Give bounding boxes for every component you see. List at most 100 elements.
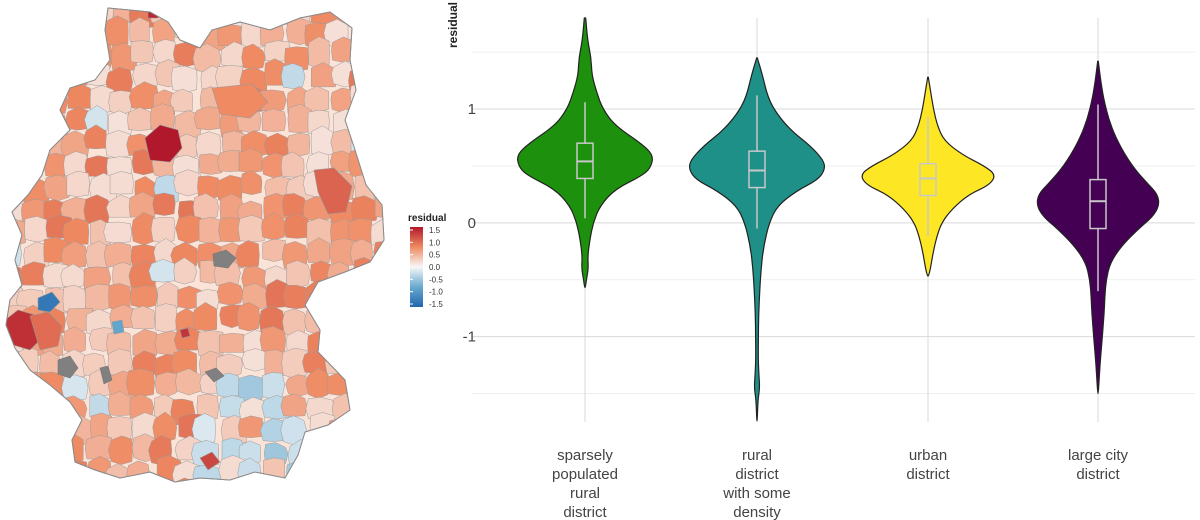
map-district-cell	[173, 8, 199, 28]
violin-box	[1089, 178, 1107, 230]
map-district-cell	[6, 42, 26, 68]
map-district-cell	[6, 62, 28, 90]
violin-2	[688, 57, 826, 422]
x-tick-label-line: district	[735, 466, 779, 483]
x-tick-label: urban district	[906, 447, 950, 483]
map-district-cell	[20, 59, 47, 89]
map-district-cell	[152, 192, 176, 216]
map-district-cell	[353, 348, 377, 376]
map-district-cell	[111, 319, 125, 335]
map-district-cell	[347, 218, 373, 244]
map-district-cell	[240, 170, 263, 195]
map-district-cell	[175, 15, 202, 39]
map-district-cell	[63, 326, 87, 355]
map-district-cell	[24, 216, 50, 243]
map-district-cell	[129, 17, 150, 44]
legend-tick-label: -1.0	[429, 288, 443, 297]
map-district-cell	[373, 88, 384, 110]
map-district-cell	[373, 412, 384, 437]
violins	[517, 17, 1160, 422]
map-legend-ticks: 1.5 1.0 0.5 0.0 -0.5 -1.0 -1.5	[410, 226, 443, 309]
map-district-cell	[6, 177, 23, 205]
map-district-cell	[62, 16, 92, 47]
map-district-cell	[238, 147, 263, 174]
map-district-cell	[192, 193, 219, 221]
legend-tick-label: 1.5	[429, 226, 441, 235]
map-district-cell	[65, 8, 90, 25]
map-district-cell	[6, 416, 22, 445]
map-district-cell	[197, 483, 222, 506]
legend-tick-label: 1.0	[429, 238, 441, 247]
map-district-cell	[374, 258, 384, 288]
map-district-cell	[197, 8, 223, 28]
map-district-cell	[351, 104, 378, 133]
map-district-cell	[306, 237, 331, 264]
map-district-cell	[393, 461, 420, 486]
map-district-cell	[349, 325, 378, 350]
x-tick-label-line: rural	[742, 447, 772, 464]
x-tick-label-line: density	[733, 504, 781, 520]
map-district-cell	[109, 171, 134, 195]
map-district-cell	[6, 370, 24, 399]
map-district-cell	[154, 303, 178, 333]
x-tick-label: sparsely populated rural district	[552, 447, 618, 520]
map-district-cell	[374, 105, 384, 134]
map-district-cell	[330, 437, 356, 461]
map-district-cell	[370, 219, 384, 246]
map-district-cell	[6, 240, 22, 267]
map-district-cell	[43, 174, 71, 202]
violin-body	[861, 76, 995, 277]
map-district-cell	[324, 350, 351, 375]
map-district-cell	[370, 43, 384, 68]
map-district-cell	[157, 281, 179, 310]
legend-tick-label: 0.5	[429, 251, 441, 260]
map-district-cell	[260, 418, 284, 442]
map-district-cell	[236, 8, 262, 25]
x-tick-label-line: with some	[722, 485, 791, 502]
map-district-cell	[84, 434, 113, 460]
map-district-cell	[6, 103, 27, 134]
map-district-cell	[103, 242, 133, 268]
map-district-cell	[216, 353, 243, 378]
map-district-cell	[374, 391, 384, 418]
map-district-cell	[127, 107, 153, 131]
map-district-cell	[371, 478, 384, 482]
violin-body	[688, 57, 826, 422]
map-district-cell	[218, 332, 245, 353]
map-district-cell	[6, 438, 21, 463]
map-district-missing	[212, 249, 237, 269]
map-district-cell	[66, 459, 89, 482]
map-district-cell	[311, 457, 334, 482]
x-tick-label-line: rural	[570, 485, 600, 502]
map-district-cell	[285, 374, 309, 397]
map-district-cell	[262, 372, 285, 400]
map-district-cell	[353, 257, 376, 280]
map-district-cell	[132, 328, 160, 358]
map-district-cell	[369, 460, 384, 482]
map-district-cell	[40, 434, 65, 460]
map-district-cell	[173, 257, 198, 285]
map-district-cell	[346, 371, 369, 401]
map-district-cell	[398, 132, 420, 160]
y-tick-label: 1	[468, 101, 476, 118]
map-district-cells	[6, 8, 420, 506]
map-district-cell	[324, 287, 352, 312]
map-district-cell	[144, 124, 183, 163]
map-district-cell	[323, 454, 352, 482]
x-tick-label-line: sparsely	[557, 447, 613, 464]
map-district-cell	[103, 221, 133, 244]
map-district-cell	[130, 285, 158, 309]
map-district-cell	[179, 327, 191, 339]
map-district-cell	[261, 212, 286, 241]
map-district-cell	[349, 82, 373, 106]
map-district-cell	[326, 372, 353, 396]
map-district-cell	[303, 85, 330, 113]
map-district-cell	[350, 195, 379, 222]
legend-tick-label: -1.5	[429, 300, 443, 309]
violin-x-tick-labels: sparsely populated rural district rural distr…	[552, 447, 1128, 520]
map-district-missing	[99, 365, 113, 385]
map-district-cell	[29, 311, 63, 351]
map-district-cell	[6, 22, 19, 48]
x-tick-label-line: urban	[909, 447, 947, 464]
violin-4	[1036, 60, 1160, 395]
